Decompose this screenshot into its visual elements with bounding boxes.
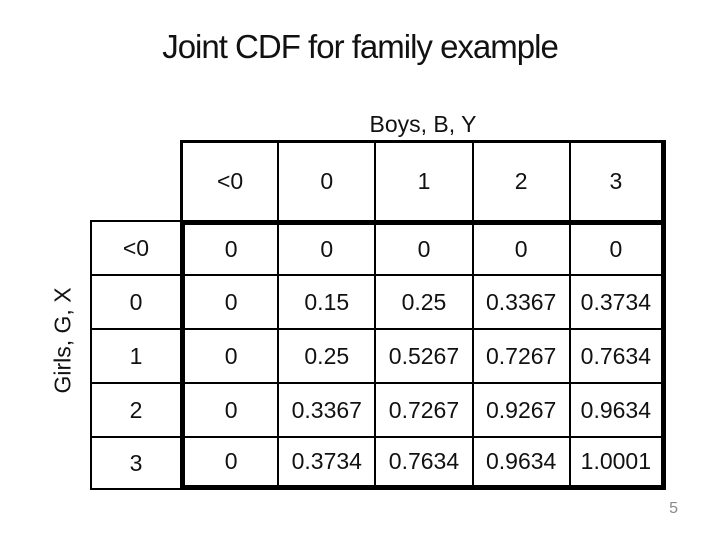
table-cell: 0.7634 [374,436,472,490]
table-cell: 0.25 [277,328,375,382]
table-cell: 0.3734 [277,436,375,490]
joint-cdf-table: <0 0 1 2 3 <0 0 0 0 0 0 0 0 0.15 0.25 0.… [90,140,666,490]
page-number: 5 [669,500,678,517]
column-header: 0 [277,140,375,220]
row-axis-label: Girls, G, X [49,286,76,394]
table-cell: 0.9634 [471,436,569,490]
table-cell: 0.3367 [471,274,569,328]
slide-title: Joint CDF for family example [162,28,559,65]
table-cell: 0.3734 [568,274,666,328]
table-cell: 0 [180,274,278,328]
table-cell: 0.7267 [374,382,472,436]
column-header: <0 [180,140,278,220]
table-cell: 0 [180,436,278,490]
table-cell: 0.5267 [374,328,472,382]
row-header: 1 [90,328,180,382]
table-cell: 0.9267 [471,382,569,436]
table-cell: 0.7267 [471,328,569,382]
table-cell: 0.7634 [568,328,666,382]
table-corner-empty [90,140,180,220]
row-axis-label-container: Girls, G, X [40,205,86,475]
column-axis-label: Boys, B, Y [369,111,477,137]
table-cell: 0.25 [374,274,472,328]
column-header: 2 [471,140,569,220]
table-cell: 0.3367 [277,382,375,436]
table-cell: 0 [180,382,278,436]
table-cell: 0 [471,220,569,274]
table-cell: 0 [180,328,278,382]
row-header: 0 [90,274,180,328]
table-cell: 0.9634 [568,382,666,436]
table-cell: 0 [568,220,666,274]
row-header: 2 [90,382,180,436]
table-cell: 0 [180,220,278,274]
column-header: 1 [374,140,472,220]
table-cell: 0 [277,220,375,274]
table-cell: 0.15 [277,274,375,328]
row-header: 3 [90,436,180,490]
row-header: <0 [90,220,180,274]
column-header: 3 [568,140,666,220]
table-cell: 1.0001 [568,436,666,490]
table-cell: 0 [374,220,472,274]
